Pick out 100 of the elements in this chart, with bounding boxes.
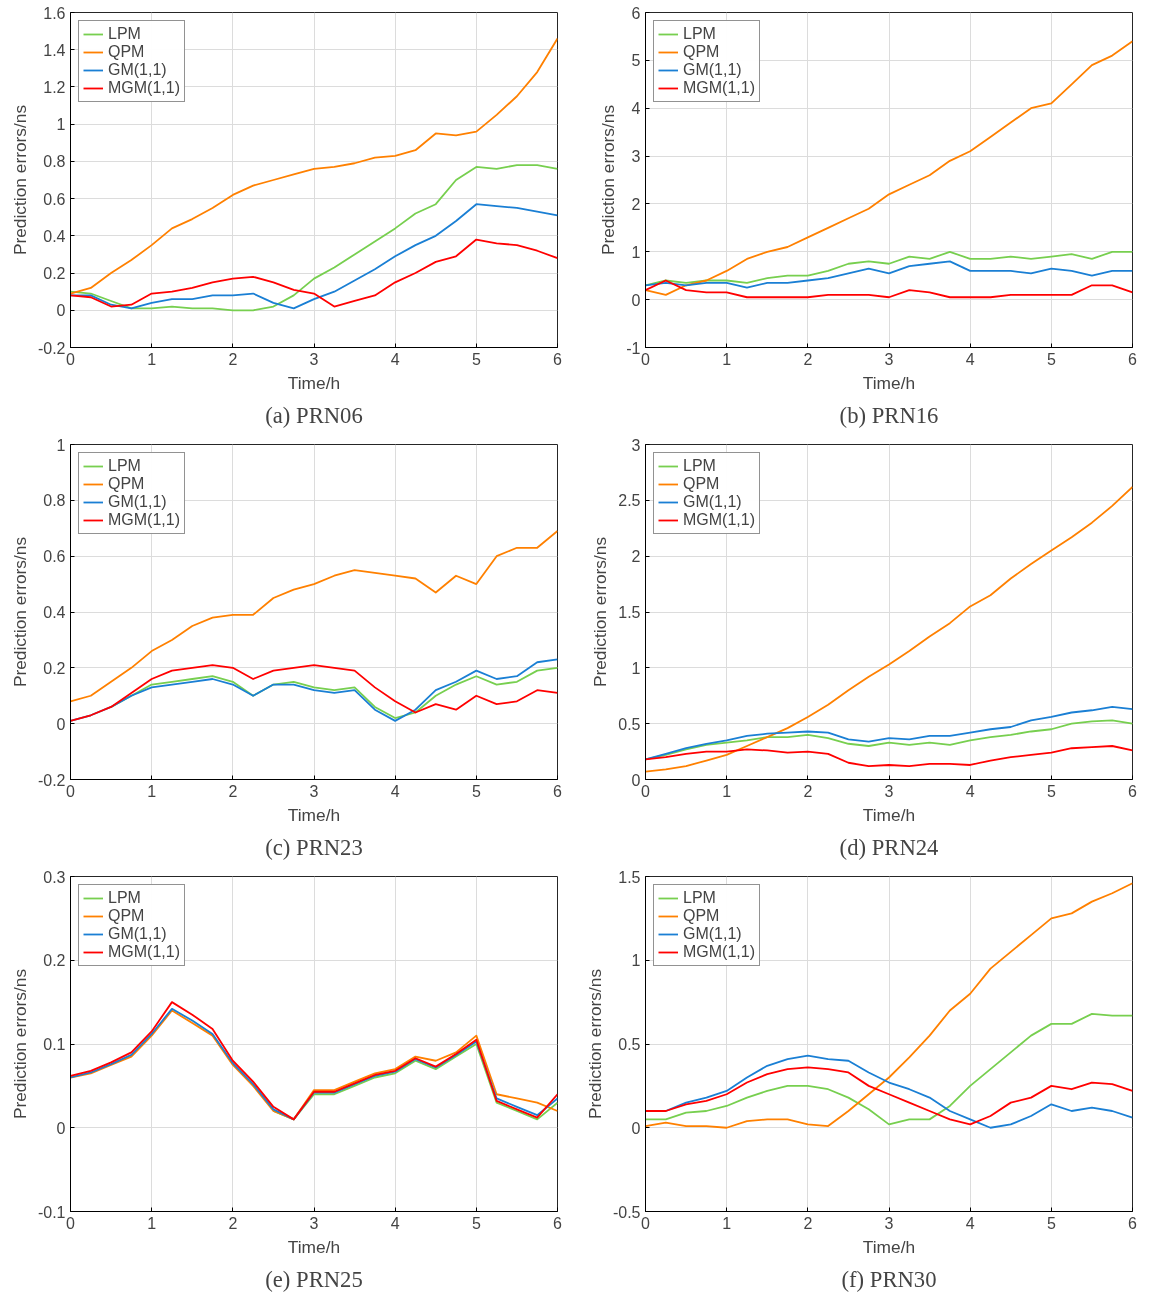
legend-label: LPM <box>108 25 141 43</box>
legend-label: LPM <box>683 457 716 475</box>
y-tick-label: 0.4 <box>43 227 66 245</box>
y-tick-label: 0.6 <box>43 190 66 208</box>
y-tick-label: 1 <box>56 436 66 454</box>
legend-label: GM(1,1) <box>683 61 742 79</box>
text: (e) PRN25 <box>265 1266 363 1292</box>
y-tick-label: 2 <box>631 195 641 213</box>
y-tick-label: -1 <box>626 339 641 357</box>
x-tick-label: 2 <box>803 350 813 368</box>
x-tick-label: 4 <box>390 782 400 800</box>
x-tick-label: 1 <box>722 782 732 800</box>
y-tick-label: -0.2 <box>37 339 66 357</box>
legend-label: QPM <box>108 907 145 925</box>
y-tick-label: 2.5 <box>618 492 641 510</box>
y-tick-label: 0.2 <box>43 265 66 283</box>
x-tick-label: 6 <box>553 350 563 368</box>
y-tick-label: 0.8 <box>43 153 66 171</box>
x-axis-title: Time/h <box>862 804 916 825</box>
y-tick-label: 0 <box>631 291 641 309</box>
y-tick-label: 1.2 <box>43 78 66 96</box>
y-axis-title: Prediction errors/ns <box>9 968 30 1120</box>
x-tick-label: 5 <box>471 782 481 800</box>
x-tick-label: 3 <box>884 350 894 368</box>
x-tick-label: 1 <box>147 782 157 800</box>
y-tick-label: 0 <box>631 771 641 789</box>
y-tick-label: -0.2 <box>37 771 66 789</box>
x-tick-label: 5 <box>1046 782 1056 800</box>
x-tick-label: 4 <box>965 350 975 368</box>
y-tick-label: 1.4 <box>43 41 66 59</box>
x-tick-label: 1 <box>147 1214 157 1232</box>
y-tick-label: 1.5 <box>618 604 641 621</box>
legend-label: QPM <box>108 43 145 61</box>
legend-label: QPM <box>683 43 720 61</box>
text: (d) PRN24 <box>839 834 939 860</box>
y-tick-label: 0.6 <box>43 548 66 566</box>
x-tick-label: 3 <box>309 782 319 800</box>
text: (b) PRN16 <box>839 402 939 428</box>
y-axis-title: Prediction errors/ns <box>9 536 30 688</box>
x-axis-title: Time/h <box>287 372 341 393</box>
legend-label: QPM <box>108 475 145 493</box>
x-tick-label: 6 <box>1128 350 1138 368</box>
x-tick-label: 4 <box>965 1214 975 1232</box>
y-tick-label: 4 <box>631 100 641 118</box>
x-tick-label: 5 <box>471 1214 481 1232</box>
y-axis-title: Prediction errors/ns <box>598 104 619 256</box>
x-tick-label: 6 <box>553 782 563 800</box>
x-tick-label: 2 <box>803 1214 813 1232</box>
y-tick-label: 0.3 <box>43 868 66 886</box>
y-tick-label: 0 <box>631 1119 641 1137</box>
text: (a) PRN06 <box>265 402 363 428</box>
text: (c) PRN23 <box>265 834 363 860</box>
y-tick-label: 0 <box>56 302 66 320</box>
legend-label: MGM(1,1) <box>683 511 755 529</box>
y-tick-label: 0 <box>56 1119 66 1137</box>
y-tick-label: 1.6 <box>43 4 66 22</box>
y-axis-title: Prediction errors/ns <box>590 536 611 688</box>
x-tick-label: 1 <box>147 350 157 368</box>
x-tick-label: 4 <box>390 1214 400 1232</box>
y-tick-label: 0.8 <box>43 492 66 510</box>
y-tick-label: 6 <box>631 4 641 22</box>
x-tick-label: 1 <box>722 1214 732 1232</box>
x-tick-label: 2 <box>228 350 238 368</box>
legend-label: GM(1,1) <box>683 493 742 511</box>
x-axis-title: Time/h <box>862 372 916 393</box>
y-tick-label: 5 <box>631 52 641 70</box>
legend-label: LPM <box>683 25 716 43</box>
y-tick-label: 0.1 <box>43 1036 66 1053</box>
x-tick-label: 3 <box>309 350 319 368</box>
x-axis-title: Time/h <box>287 1236 341 1257</box>
x-axis-title: Time/h <box>862 1236 916 1257</box>
x-tick-label: 1 <box>722 350 732 368</box>
legend-label: LPM <box>108 457 141 475</box>
x-tick-label: 4 <box>390 350 400 368</box>
y-tick-label: 0 <box>56 715 66 733</box>
x-tick-label: 6 <box>1128 1214 1138 1232</box>
y-tick-label: 0.5 <box>618 1036 641 1053</box>
y-tick-label: 0.5 <box>618 715 641 733</box>
legend-label: MGM(1,1) <box>108 511 180 529</box>
legend-label: GM(1,1) <box>108 493 167 511</box>
y-tick-label: -0.5 <box>612 1203 641 1221</box>
x-tick-label: 2 <box>803 782 813 800</box>
legend-label: GM(1,1) <box>108 61 167 79</box>
legend-label: MGM(1,1) <box>683 79 755 97</box>
x-tick-label: 6 <box>553 1214 563 1232</box>
text: (f) PRN30 <box>841 1266 937 1292</box>
y-tick-label: 0.2 <box>43 659 66 677</box>
x-tick-label: 3 <box>884 1214 894 1232</box>
y-axis-title: Prediction errors/ns <box>9 104 30 256</box>
x-tick-label: 2 <box>228 1214 238 1232</box>
legend-label: QPM <box>683 475 720 493</box>
y-tick-label: -0.1 <box>37 1203 66 1221</box>
y-tick-label: 1 <box>631 952 641 970</box>
x-tick-label: 6 <box>1128 782 1138 800</box>
y-tick-label: 1 <box>631 659 641 677</box>
x-tick-label: 2 <box>228 782 238 800</box>
x-tick-label: 3 <box>309 1214 319 1232</box>
y-tick-label: 1.5 <box>618 868 641 886</box>
y-tick-label: 1 <box>631 243 641 261</box>
y-tick-label: 3 <box>631 148 641 166</box>
